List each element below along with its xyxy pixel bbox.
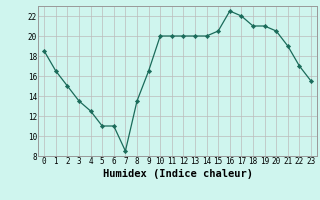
X-axis label: Humidex (Indice chaleur): Humidex (Indice chaleur) — [103, 169, 252, 179]
